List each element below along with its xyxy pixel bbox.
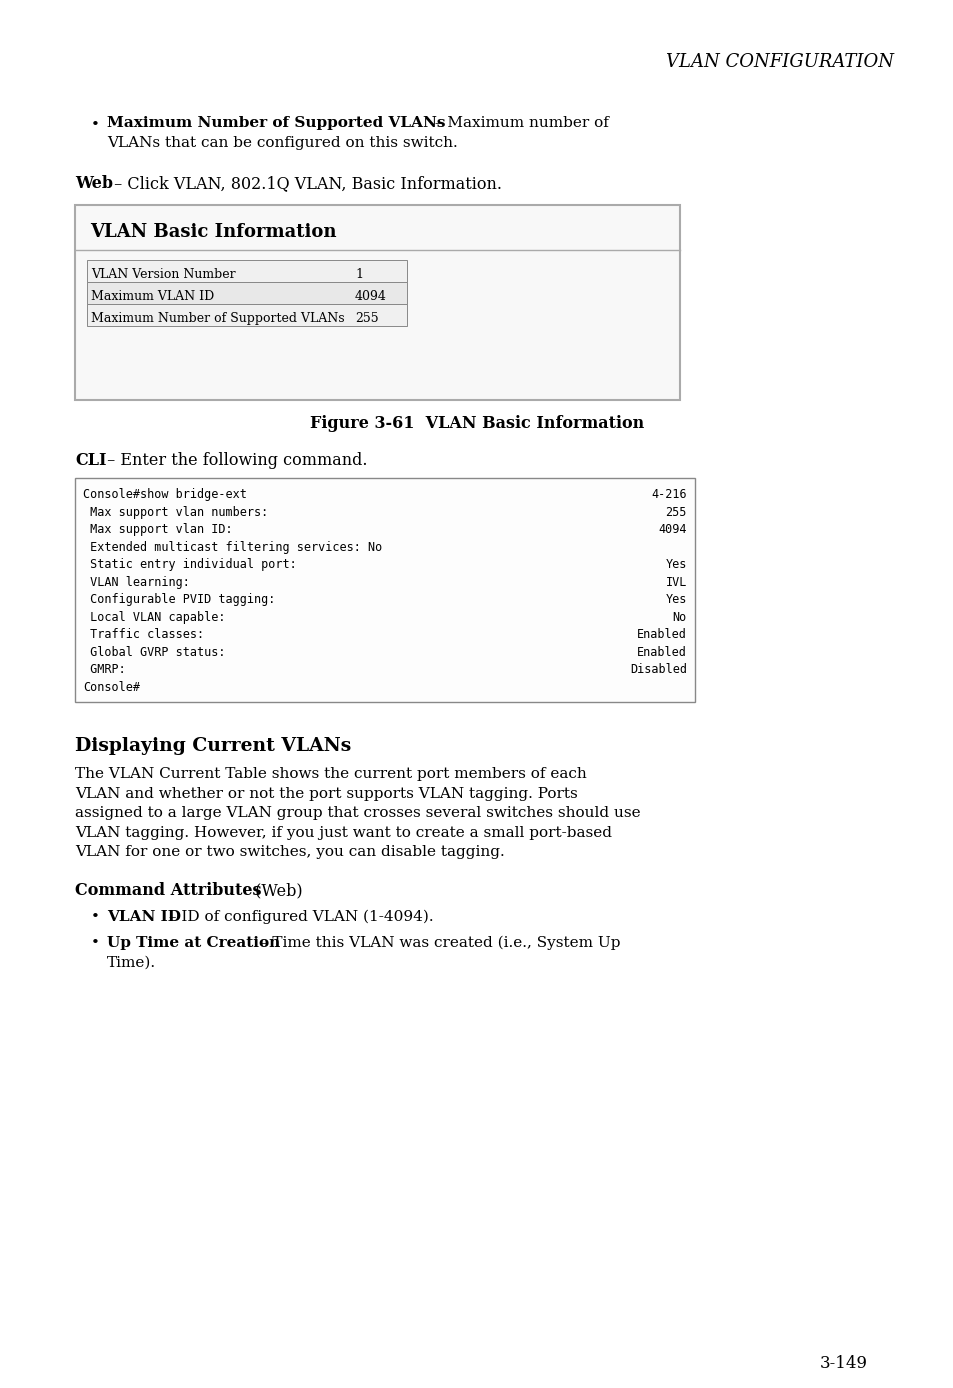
Text: Local VLAN capable:: Local VLAN capable: bbox=[83, 611, 225, 623]
Text: VLAN CONFIGURATION: VLAN CONFIGURATION bbox=[665, 53, 893, 71]
Text: CLI: CLI bbox=[75, 452, 107, 469]
Bar bbox=[87, 282, 407, 304]
Text: •: • bbox=[91, 911, 99, 924]
Text: Configurable PVID tagging:: Configurable PVID tagging: bbox=[83, 593, 275, 607]
Text: Maximum Number of Supported VLANs: Maximum Number of Supported VLANs bbox=[91, 311, 344, 325]
Text: Enabled: Enabled bbox=[637, 645, 686, 658]
Text: 1: 1 bbox=[355, 268, 363, 280]
Text: Console#show bridge-ext: Console#show bridge-ext bbox=[83, 489, 247, 501]
FancyBboxPatch shape bbox=[75, 477, 695, 702]
Text: 4094: 4094 bbox=[658, 523, 686, 536]
Text: Traffic classes:: Traffic classes: bbox=[83, 627, 204, 641]
Text: VLAN Basic Information: VLAN Basic Information bbox=[90, 223, 336, 242]
Text: Maximum Number of Supported VLANs – Maximum number of
VLANs that can be configur: Maximum Number of Supported VLANs – Maxi… bbox=[107, 117, 594, 146]
Text: Maximum VLAN ID: Maximum VLAN ID bbox=[91, 290, 214, 303]
Text: Yes: Yes bbox=[665, 593, 686, 607]
Bar bbox=[87, 260, 407, 282]
Text: (Web): (Web) bbox=[250, 881, 302, 899]
Text: The VLAN Current Table shows the current port members of each
VLAN and whether o: The VLAN Current Table shows the current… bbox=[75, 768, 640, 859]
Text: Figure 3-61  VLAN Basic Information: Figure 3-61 VLAN Basic Information bbox=[310, 415, 643, 432]
Text: Command Attributes: Command Attributes bbox=[75, 881, 261, 899]
Text: – ID of configured VLAN (1-4094).: – ID of configured VLAN (1-4094). bbox=[164, 911, 434, 924]
Text: Enabled: Enabled bbox=[637, 627, 686, 641]
Text: 4-216: 4-216 bbox=[651, 489, 686, 501]
Text: •: • bbox=[91, 936, 99, 949]
Text: Displaying Current VLANs: Displaying Current VLANs bbox=[75, 737, 351, 755]
Text: Yes: Yes bbox=[665, 558, 686, 570]
Text: Extended multicast filtering services: No: Extended multicast filtering services: N… bbox=[83, 540, 382, 554]
Text: VLANs that can be configured on this switch.: VLANs that can be configured on this swi… bbox=[107, 136, 457, 150]
Text: 4094: 4094 bbox=[355, 290, 387, 303]
Text: Static entry individual port:: Static entry individual port: bbox=[83, 558, 296, 570]
Text: VLAN ID: VLAN ID bbox=[107, 911, 181, 924]
Text: Maximum Number of Supported VLANs: Maximum Number of Supported VLANs bbox=[107, 117, 445, 130]
Text: 3-149: 3-149 bbox=[820, 1355, 867, 1371]
Text: – Enter the following command.: – Enter the following command. bbox=[102, 452, 367, 469]
Text: – Time this VLAN was created (i.e., System Up: – Time this VLAN was created (i.e., Syst… bbox=[254, 936, 619, 951]
FancyBboxPatch shape bbox=[75, 205, 679, 400]
Text: Up Time at Creation: Up Time at Creation bbox=[107, 936, 280, 949]
Text: Time).: Time). bbox=[107, 956, 156, 970]
Text: Global GVRP status:: Global GVRP status: bbox=[83, 645, 225, 658]
Text: IVL: IVL bbox=[665, 576, 686, 589]
Text: 255: 255 bbox=[355, 311, 378, 325]
Text: – Click VLAN, 802.1Q VLAN, Basic Information.: – Click VLAN, 802.1Q VLAN, Basic Informa… bbox=[109, 175, 501, 192]
Text: Console#: Console# bbox=[83, 680, 140, 694]
Text: No: No bbox=[672, 611, 686, 623]
Text: 255: 255 bbox=[665, 505, 686, 519]
Text: Web: Web bbox=[75, 175, 112, 192]
Text: GMRP:: GMRP: bbox=[83, 663, 126, 676]
Text: – Maximum number of: – Maximum number of bbox=[430, 117, 608, 130]
Text: Max support vlan numbers:: Max support vlan numbers: bbox=[83, 505, 268, 519]
Text: Disabled: Disabled bbox=[629, 663, 686, 676]
Text: VLAN Version Number: VLAN Version Number bbox=[91, 268, 235, 280]
Text: •: • bbox=[91, 118, 99, 132]
Text: Max support vlan ID:: Max support vlan ID: bbox=[83, 523, 233, 536]
Bar bbox=[87, 304, 407, 326]
Text: VLAN learning:: VLAN learning: bbox=[83, 576, 190, 589]
